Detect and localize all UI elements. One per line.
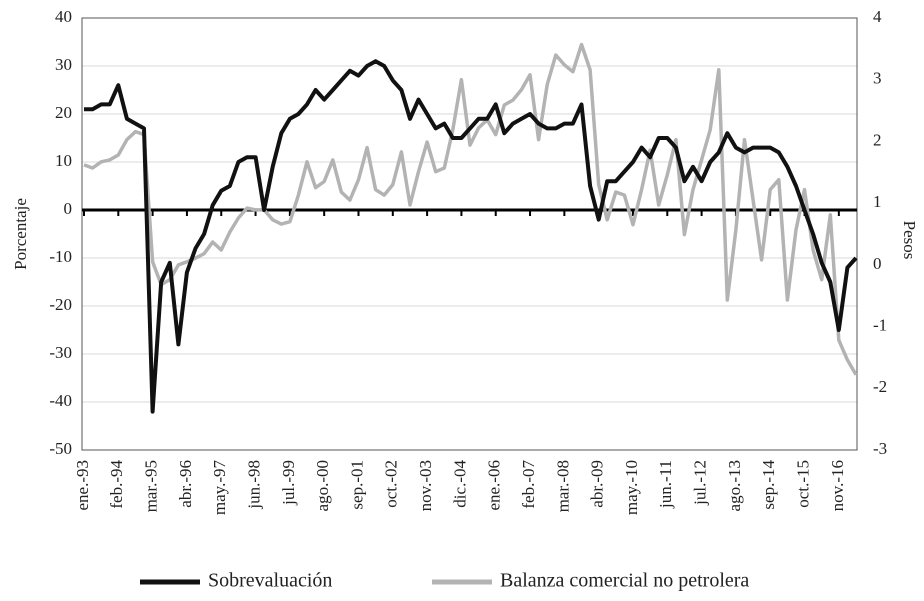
y-tick-label: -20 (49, 295, 72, 314)
plot-frame (81, 17, 858, 451)
series-line (83, 42, 858, 376)
y-tick-label: -40 (49, 391, 72, 410)
x-tick-label: ago.-00 (313, 460, 332, 511)
x-tick-label: jul.-99 (279, 460, 298, 506)
x-tick-label: sep.-01 (347, 460, 366, 510)
y2-tick-label: -3 (873, 439, 887, 458)
y-tick-label: 40 (55, 7, 72, 26)
x-tick-label: ene.-93 (73, 460, 92, 511)
y2-tick-label: 2 (873, 130, 882, 149)
x-tick-label: jun.-98 (244, 460, 263, 510)
y-axis-label: Porcentaje (11, 198, 30, 270)
y2-tick-label: 4 (873, 7, 882, 26)
x-tick-label: feb.-07 (519, 460, 538, 509)
x-tick-label: nov.-03 (416, 460, 435, 511)
y-tick-label: 10 (55, 151, 72, 170)
x-tick-label: ene.-06 (485, 460, 504, 511)
x-tick-label: dic.-04 (450, 460, 469, 508)
legend-label: Sobrevaluación (208, 570, 332, 592)
x-tick-label: mar.-08 (553, 460, 572, 512)
x-tick-label: oct.-02 (382, 460, 401, 508)
legend-label: Balanza comercial no petrolera (500, 570, 749, 592)
y-tick-label: -10 (49, 247, 72, 266)
y2-tick-label: 3 (873, 69, 882, 88)
y2-tick-label: -1 (873, 315, 887, 334)
series-line (84, 59, 858, 414)
x-tick-label: jun.-11 (656, 460, 675, 509)
x-tick-label: jul.-12 (691, 460, 710, 506)
y2-tick-label: -2 (873, 377, 887, 396)
y-tick-label: -30 (49, 343, 72, 362)
y2-axis-label: Pesos (900, 221, 919, 260)
y-tick-label: -50 (49, 439, 72, 458)
x-tick-label: nov.-16 (828, 460, 847, 511)
x-tick-label: abr.-09 (588, 460, 607, 508)
x-tick-label: may.-10 (622, 460, 641, 515)
x-tick-label: feb.-94 (107, 460, 126, 509)
x-tick-label: mar.-95 (142, 460, 161, 512)
y-tick-label: 30 (55, 55, 72, 74)
y2-tick-label: 0 (873, 254, 882, 273)
x-tick-label: abr.-96 (176, 460, 195, 508)
y2-tick-label: 1 (873, 192, 882, 211)
x-tick-label: sep.-14 (759, 460, 778, 510)
y-tick-label: 20 (55, 103, 72, 122)
x-tick-label: ago.-13 (725, 460, 744, 511)
y-tick-label: 0 (64, 199, 73, 218)
x-tick-label: oct.-15 (793, 460, 812, 508)
x-tick-label: may.-97 (210, 460, 229, 516)
